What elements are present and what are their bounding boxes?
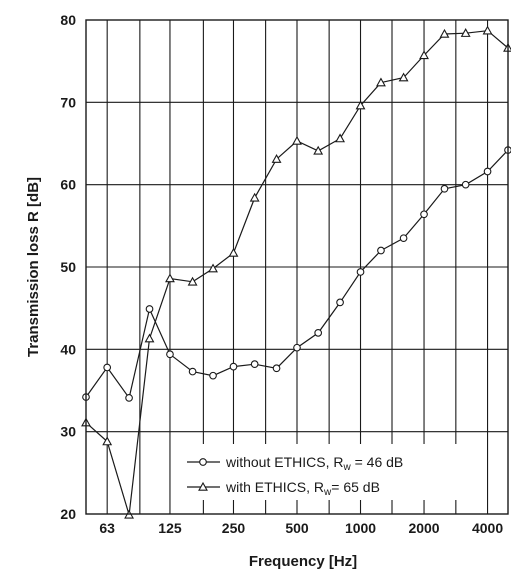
legend-marker-triangle (198, 481, 208, 491)
y-tick-label: 60 (60, 177, 76, 193)
data-point-circle (399, 234, 408, 243)
x-tick-label: 500 (285, 520, 309, 536)
x-axis-title: Frequency [Hz] (249, 553, 357, 570)
data-point-triangle (313, 145, 324, 155)
data-point-circle (188, 367, 197, 376)
data-point-triangle (419, 50, 429, 60)
data-point-triangle (228, 247, 239, 257)
y-tick-label: 30 (60, 424, 76, 440)
x-tick-label: 63 (99, 520, 115, 536)
x-tick-label: 2000 (408, 520, 439, 536)
data-point-triangle (208, 263, 218, 273)
data-point-circle (229, 362, 238, 371)
y-tick-label: 70 (60, 94, 76, 110)
data-point-circle (145, 305, 154, 313)
data-point-triangle (271, 154, 282, 163)
data-point-circle (272, 364, 281, 373)
data-point-triangle (398, 72, 409, 82)
legend-label-subscript: w (323, 487, 332, 498)
y-tick-label: 50 (60, 259, 76, 275)
legend-label-main: without ETHICS, R (225, 454, 343, 470)
legend-label: with ETHICS, Rw= 65 dB (225, 479, 380, 498)
data-point-triangle (439, 28, 450, 38)
data-point-triangle (144, 333, 155, 343)
data-point-triangle (187, 276, 198, 286)
plot-frame (85, 19, 509, 515)
grid (86, 19, 508, 515)
x-tick-label: 4000 (472, 520, 503, 536)
data-point-circle (356, 268, 365, 276)
data-point-circle (166, 350, 174, 359)
data-point-circle (336, 298, 344, 307)
y-tick-label: 20 (60, 506, 76, 522)
y-axis-title: Transmission loss R [dB] (25, 177, 42, 357)
legend-box (182, 444, 482, 500)
data-point-triangle (102, 436, 113, 446)
data-point-circle (377, 246, 385, 255)
y-tick-label: 40 (60, 341, 76, 357)
data-point-circle (440, 184, 449, 193)
y-tick-label: 80 (60, 12, 76, 28)
x-tick-label: 1000 (345, 520, 376, 536)
data-point-circle (103, 363, 112, 372)
x-tick-label: 250 (222, 520, 246, 536)
data-point-circle (209, 371, 217, 380)
data-point-triangle (355, 100, 366, 110)
legend-label-subscript: w (342, 462, 351, 473)
data-point-triangle (335, 133, 346, 143)
data-point-circle (461, 180, 470, 189)
tick-labels: 20 30 40 50 60 70 80 63 125 250 500 1000 2000 4000 (60, 12, 503, 536)
data-point-circle (250, 360, 259, 369)
data-point-circle (483, 167, 492, 176)
data-point-triangle (292, 135, 302, 145)
data-point-triangle (482, 25, 493, 35)
data-point-triangle (376, 77, 386, 87)
legend-marker-circle (199, 458, 207, 466)
series-layer (81, 25, 511, 519)
data-point-triangle (460, 28, 471, 37)
data-point-circle (420, 210, 428, 219)
data-point-circle (125, 394, 133, 402)
data-point-circle (293, 343, 301, 352)
data-point-triangle (249, 192, 260, 202)
legend-label-main: with ETHICS, R (225, 479, 324, 495)
data-point-circle (314, 329, 323, 337)
series-triangle (81, 25, 511, 519)
x-tick-label: 125 (158, 520, 182, 536)
data-point-triangle (165, 273, 175, 283)
legend-label-value: = 65 dB (331, 479, 380, 495)
legend-label: without ETHICS, Rw = 46 dB (225, 454, 403, 473)
legend-label-value: = 46 dB (351, 454, 404, 470)
